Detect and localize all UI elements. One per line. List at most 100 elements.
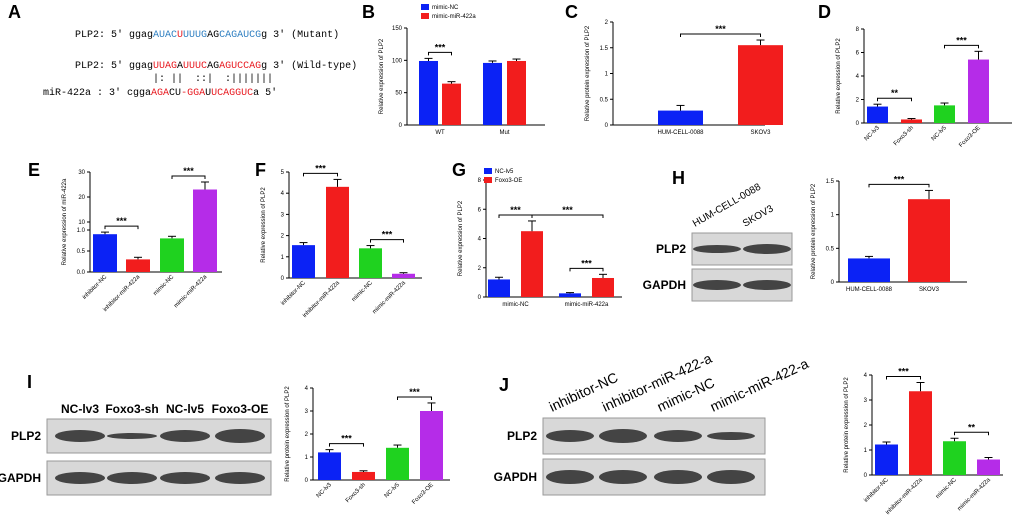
x-tick-label: mimic-NC <box>153 274 176 297</box>
blot-row-label: PLP2 <box>507 429 537 443</box>
significance-label: *** <box>116 216 127 226</box>
bar-mimic-miR-422a <box>442 83 461 125</box>
bar-NC-lv3 <box>867 106 888 123</box>
x-tick-label: mimic-NC <box>502 302 529 308</box>
x-tick-label: inhibitor-miR-422a <box>103 274 142 313</box>
blot-band <box>55 472 105 484</box>
significance-label: *** <box>341 434 352 444</box>
significance-bracket <box>329 443 364 447</box>
bar-Foxo3-sh <box>901 119 922 123</box>
x-tick-label: inhibitor-NC <box>863 477 890 504</box>
y-axis-label: Relative protein expression of PLP2 <box>844 377 850 473</box>
y-axis-label: Relative protein expression of PLP2 <box>811 183 817 279</box>
x-tick-label: SKOV3 <box>919 287 940 293</box>
blot-row-label: PLP2 <box>11 429 41 443</box>
x-tick-label: Foxo3-OE <box>411 482 435 506</box>
significance-bracket <box>498 214 533 218</box>
significance-bracket <box>171 175 206 179</box>
x-tick-label: Mut <box>499 130 509 136</box>
significance-bracket <box>370 239 404 243</box>
y-tick-label: 1 <box>605 72 609 78</box>
y-tick-label: 4 <box>856 74 860 80</box>
blot-j: PLP2GAPDHinhibitor-NCinhibitor-miR-422-a… <box>494 350 811 496</box>
chart-f: 0 1 2 3 4 5 Relative expression of PLP2 inhibit… <box>261 163 422 319</box>
x-tick-label: inhibitor-NC <box>82 274 109 301</box>
y-tick-label: 0 <box>856 121 860 127</box>
significance-label: *** <box>315 163 326 173</box>
blot-band <box>707 470 755 484</box>
x-tick-label: Foxo3-sh <box>345 482 367 504</box>
y-tick-label: 0.0 <box>77 270 86 276</box>
x-tick-label: mimic-miR-422a <box>957 477 993 513</box>
bar-Foxo3-sh <box>352 471 375 480</box>
bar-mimic-miR-422a <box>392 273 415 278</box>
blot-band <box>546 470 594 484</box>
y-tick-label: 3 <box>281 212 285 218</box>
y-tick-label: 0.5 <box>77 249 86 255</box>
y-tick-label: 3 <box>305 409 309 415</box>
blot-band <box>55 430 105 442</box>
x-tick-label: Foxo3-sh <box>893 125 915 147</box>
x-tick-label: inhibitor-miR-422a <box>302 280 341 319</box>
significance-bracket <box>954 431 989 436</box>
y-tick-label: 100 <box>392 58 403 64</box>
significance-bracket <box>428 51 452 56</box>
chart-d: 0 2 4 6 8 Relative expression of PLP2 NC-lv3 Fo… <box>836 27 1012 149</box>
y-tick-label: 4 <box>478 237 482 243</box>
base-pairing: |: || ::| :||||||| <box>153 74 274 85</box>
y-tick-label: 0.5 <box>826 246 835 252</box>
bar-Foxo3-OE <box>420 411 443 480</box>
panel-label-f: F <box>255 160 266 180</box>
bar-mimic-miR-422a <box>193 189 217 272</box>
significance-label: *** <box>956 35 967 45</box>
y-tick-label: 1 <box>864 448 868 454</box>
legend-swatch <box>421 4 429 10</box>
mutant-sequence: PLP2: 5' ggagAUACUUUUGAGCAGAUCGg 3' (Mut… <box>75 30 340 41</box>
y-tick-label: 30 <box>78 170 85 176</box>
significance-bracket <box>868 183 930 188</box>
x-tick-label: Foxo3-OE <box>958 125 982 149</box>
x-tick-label: mimic-NC <box>935 477 958 500</box>
y-axis-label: Relative expression of PLP2 <box>379 38 385 114</box>
panel-label-a: A <box>8 2 21 22</box>
x-tick-label: NC-lv5 <box>384 482 402 500</box>
significance-label: *** <box>562 205 573 215</box>
y-tick-label: 4 <box>281 191 285 197</box>
bar-SKOV3 <box>908 199 950 282</box>
x-tick-label: mimic-NC <box>351 280 374 303</box>
significance-bracket <box>877 97 912 102</box>
x-tick-label: NC-lv5 <box>931 125 949 143</box>
bar-mimic-NC <box>483 62 502 125</box>
y-tick-label: 4 <box>864 373 868 379</box>
y-axis-label: Relative expression of miR-422a <box>62 178 68 265</box>
significance-bracket <box>397 396 432 400</box>
y-tick-label: 0 <box>605 123 609 129</box>
legend-label: Foxo3-OE <box>495 178 522 184</box>
bar-HUM-CELL-0088 <box>848 258 890 282</box>
panel-label-j: J <box>499 375 510 395</box>
significance-bracket <box>569 267 604 272</box>
bar-mimic-NC <box>943 441 966 475</box>
bar-Foxo3-OE <box>592 277 614 297</box>
panel-label-c: C <box>565 2 578 22</box>
x-tick-label: WT <box>435 130 445 136</box>
panel-label-i: I <box>27 372 33 392</box>
chart-c: 0 0.5 1 1.5 2 Relative protein expression of … <box>585 20 783 136</box>
blot-band <box>599 470 647 484</box>
significance-label: *** <box>894 174 905 184</box>
blot-band <box>215 472 265 484</box>
bar-Foxo3-OE <box>521 231 543 297</box>
bar-mimic-miR-422a <box>507 60 526 126</box>
blot-band <box>160 430 210 442</box>
blot-band <box>654 470 702 484</box>
blot-lane-label: SKOV3 <box>741 203 776 229</box>
blot-band <box>693 280 741 290</box>
significance-label: *** <box>409 387 420 397</box>
blot-band <box>160 472 210 484</box>
y-tick-label: 150 <box>392 26 403 32</box>
panel-label-d: D <box>818 2 831 22</box>
blot-band <box>743 244 791 254</box>
y-tick-label: 0.5 <box>600 97 609 103</box>
blot-band <box>107 472 157 484</box>
significance-label: *** <box>510 205 521 215</box>
